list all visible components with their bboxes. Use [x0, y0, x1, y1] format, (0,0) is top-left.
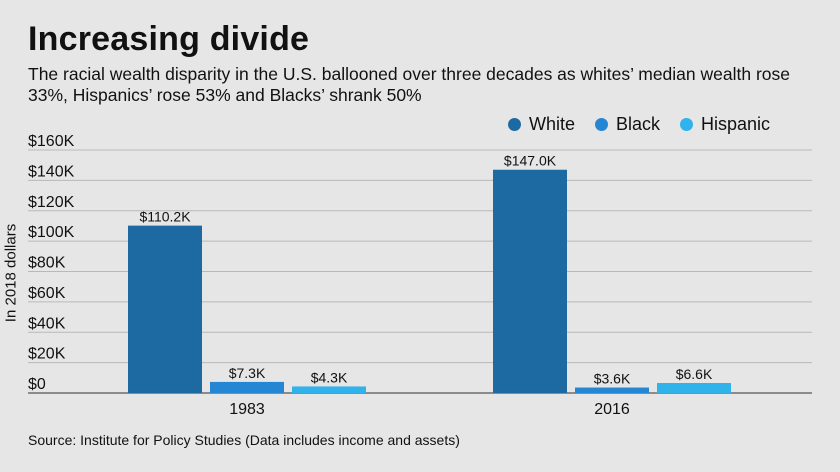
y-tick-label: $20K	[28, 346, 66, 363]
legend-swatch-black	[595, 118, 609, 131]
data-label: $4.3K	[311, 369, 348, 385]
bar-white-1983	[128, 225, 202, 393]
x-tick-label: 1983	[229, 401, 265, 418]
bar-black-1983	[210, 381, 284, 393]
y-tick-label: $140K	[28, 163, 75, 180]
y-tick-label: $120K	[28, 194, 75, 211]
legend-label-black: Black	[616, 114, 661, 134]
y-tick-label: $60K	[28, 285, 66, 302]
y-tick-label: $160K	[28, 133, 75, 150]
data-label: $7.3K	[229, 365, 266, 381]
y-tick-label: $100K	[28, 224, 75, 241]
bar-white-2016	[493, 169, 567, 393]
bar-black-2016	[575, 387, 649, 393]
legend: White Black Hispanic	[508, 114, 790, 135]
legend-swatch-hispanic	[680, 118, 694, 131]
legend-item-black: Black	[595, 114, 660, 135]
legend-swatch-white	[508, 118, 521, 131]
source-note: Source: Institute for Policy Studies (Da…	[28, 432, 460, 448]
data-label: $3.6K	[594, 371, 631, 387]
legend-item-white: White	[508, 114, 575, 135]
data-label: $147.0K	[504, 153, 557, 169]
bar-hispanic-1983	[292, 386, 366, 393]
chart-title: Increasing divide	[28, 20, 310, 58]
bar-hispanic-2016	[657, 382, 731, 393]
data-label: $6.6K	[676, 366, 713, 382]
data-label: $110.2K	[139, 209, 191, 225]
legend-label-hispanic: Hispanic	[701, 114, 771, 134]
y-tick-label: $0	[28, 376, 46, 393]
legend-label-white: White	[529, 114, 576, 134]
chart-subtitle: The racial wealth disparity in the U.S. …	[28, 64, 790, 105]
x-tick-label: 2016	[594, 401, 630, 418]
y-tick-label: $40K	[28, 315, 66, 332]
legend-item-hispanic: Hispanic	[680, 114, 770, 135]
y-tick-label: $80K	[28, 255, 66, 272]
